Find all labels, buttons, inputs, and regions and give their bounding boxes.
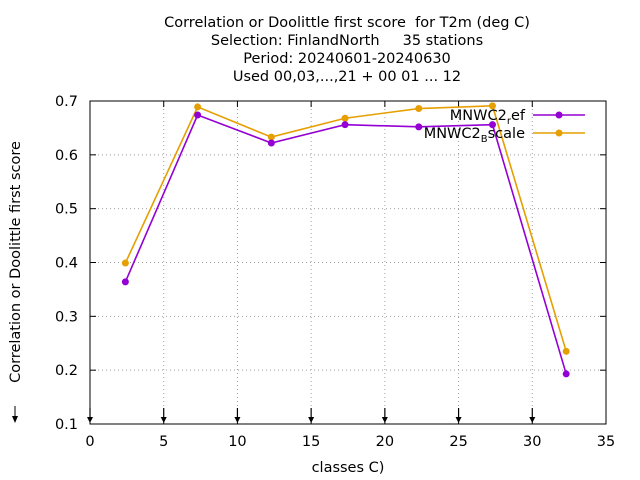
x-tick-label: 0 <box>85 434 94 450</box>
data-point <box>121 259 129 267</box>
series-MNWC2_ref <box>121 111 570 378</box>
bottom-markers <box>87 408 536 423</box>
bottom-arrow-icon <box>87 408 93 423</box>
legend-label: MNWC2ref <box>450 108 526 127</box>
data-point <box>341 121 349 129</box>
x-axis-label: classes C) <box>312 460 385 476</box>
y-tick-label: 0.7 <box>55 94 78 110</box>
ticks: 0.1 0.2 0.3 0.4 0.5 0.6 0.7 0 5 10 15 20 25 30 35 <box>55 94 615 450</box>
x-tick-label: 35 <box>597 434 615 450</box>
legend-marker <box>555 129 563 137</box>
data-point <box>488 121 496 129</box>
data-point <box>488 102 496 110</box>
data-point <box>194 103 202 111</box>
plot-frame <box>89 100 607 425</box>
series-MNWC2_Bscale <box>121 102 570 355</box>
x-tick-label: 5 <box>159 434 168 450</box>
bottom-arrow-icon <box>308 408 315 423</box>
bottom-arrow-icon <box>455 408 462 423</box>
y-tick-label: 0.1 <box>55 417 78 433</box>
grid <box>90 101 606 424</box>
x-tick-label: 30 <box>523 434 541 450</box>
bottom-arrow-icon <box>160 408 167 423</box>
legend-label: MNWC2Bscale <box>424 126 525 145</box>
data-point <box>267 133 275 141</box>
legend-entry: MNWC2Bscale <box>424 126 585 145</box>
data-point <box>562 370 570 378</box>
y-tick-label: 0.6 <box>55 148 78 164</box>
chart-title: Correlation or Doolittle first score for… <box>0 14 640 86</box>
y-tick-label: 0.4 <box>55 256 78 272</box>
data-point <box>415 123 423 131</box>
x-tick-label: 25 <box>449 434 467 450</box>
x-tick-label: 20 <box>376 434 394 450</box>
title-line-2: Selection: FinlandNorth 35 stations <box>210 33 484 49</box>
data-point <box>562 347 570 355</box>
y-axis-arrow-icon <box>12 406 18 423</box>
bottom-arrow-icon <box>381 408 388 423</box>
title-line-1: Correlation or Doolittle first score for… <box>164 15 530 31</box>
data-point <box>121 278 129 286</box>
series-line <box>124 113 567 375</box>
title-line-3: Period: 20240601-20240630 <box>243 51 451 67</box>
series-layer <box>121 102 570 378</box>
legend-entry: MNWC2ref <box>450 108 585 127</box>
bottom-arrow-icon <box>234 408 241 423</box>
x-tick-label: 15 <box>302 434 320 450</box>
y-tick-label: 0.3 <box>55 309 78 325</box>
y-tick-label: 0.2 <box>55 363 78 379</box>
y-tick-label: 0.5 <box>55 202 78 218</box>
series-line <box>124 105 567 352</box>
x-tick-label: 10 <box>228 434 246 450</box>
bottom-arrow-icon <box>529 408 536 423</box>
y-axis-label: Correlation or Doolittle first score <box>8 141 24 383</box>
data-point <box>194 111 202 119</box>
data-point <box>415 105 423 113</box>
data-point <box>341 114 349 122</box>
legend-marker <box>555 111 563 119</box>
data-point <box>267 139 275 147</box>
title-line-4: Used 00,03,...,21 + 00 01 ... 12 <box>232 69 462 85</box>
